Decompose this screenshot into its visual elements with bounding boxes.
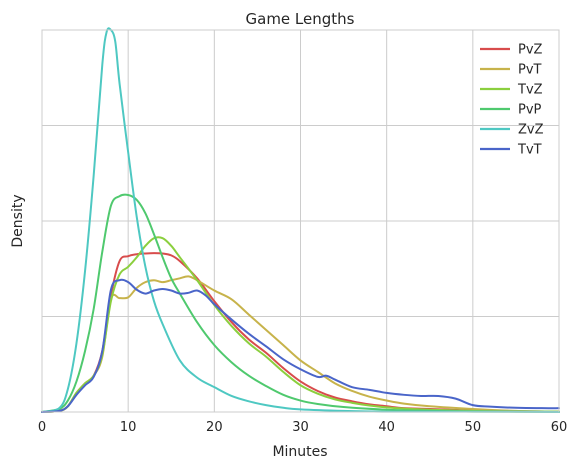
x-tick-label: 40 — [378, 420, 395, 435]
legend-label-zvz: ZvZ — [518, 123, 544, 138]
y-axis-label: Density — [10, 194, 26, 247]
x-tick-label: 60 — [551, 420, 568, 435]
x-tick-label: 30 — [292, 420, 309, 435]
legend-label-pvp: PvP — [518, 103, 542, 118]
series-lines — [41, 27, 560, 413]
x-axis-label: Minutes — [272, 444, 327, 460]
x-tick-label: 20 — [206, 420, 223, 435]
legend-label-tvt: TvT — [517, 143, 542, 158]
legend-label-pvz: PvZ — [518, 43, 543, 58]
series-line-zvz — [41, 27, 560, 413]
series-line-tvt — [41, 278, 560, 413]
legend-label-pvt: PvT — [518, 63, 542, 78]
legend-label-tvz: TvZ — [517, 83, 543, 98]
legend: PvZ PvT TvZ PvP ZvZ TvT — [480, 43, 544, 158]
x-tick-label: 10 — [120, 420, 137, 435]
x-tick-labels: 0 10 20 30 40 50 60 — [38, 420, 567, 435]
x-tick-label: 0 — [38, 420, 46, 435]
series-line-pvp — [41, 193, 560, 413]
plot-frame — [41, 29, 560, 413]
x-tick-label: 50 — [465, 420, 482, 435]
chart-title: Game Lengths — [246, 10, 355, 28]
